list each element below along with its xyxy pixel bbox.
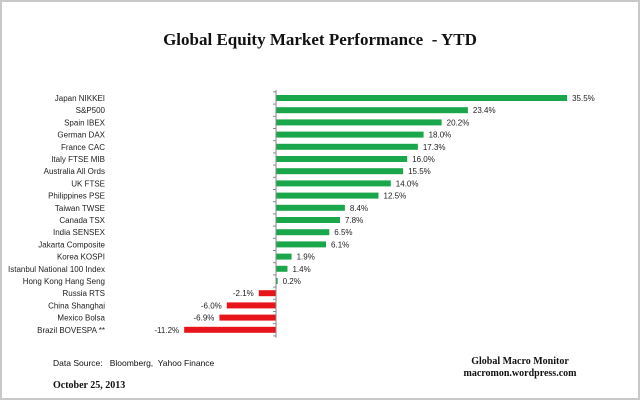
value-label: 20.2% bbox=[447, 118, 470, 127]
category-label: UK FTSE bbox=[71, 179, 105, 188]
bar bbox=[276, 131, 424, 138]
value-label: 17.3% bbox=[423, 143, 446, 152]
category-label: Korea KOSPI bbox=[57, 253, 105, 262]
category-label: Spain IBEX bbox=[64, 118, 106, 127]
value-label: -11.2% bbox=[154, 326, 179, 335]
category-label: India SENSEX bbox=[53, 228, 106, 237]
category-label: Italy FTSE MIB bbox=[51, 155, 105, 164]
value-label: 0.2% bbox=[283, 277, 301, 286]
category-label: Russia RTS bbox=[62, 289, 105, 298]
value-label: 8.4% bbox=[350, 204, 368, 213]
bar bbox=[276, 180, 391, 187]
value-label: 7.8% bbox=[345, 216, 363, 225]
bar bbox=[276, 143, 418, 150]
category-label: Canada TSX bbox=[59, 216, 105, 225]
bar bbox=[276, 192, 379, 199]
bar bbox=[258, 290, 276, 297]
category-label: Istanbul National 100 Index bbox=[8, 265, 105, 274]
bar bbox=[276, 241, 327, 248]
bar bbox=[276, 253, 292, 260]
value-label: 6.1% bbox=[331, 240, 349, 249]
bar bbox=[184, 326, 276, 333]
category-label: Philippines PSE bbox=[48, 192, 105, 201]
category-label: Australia All Ords bbox=[44, 167, 105, 176]
category-label: Brazil BOVESPA ** bbox=[37, 326, 105, 335]
value-label: 35.5% bbox=[572, 94, 595, 103]
category-label: China Shanghai bbox=[48, 301, 105, 310]
value-label: 15.5% bbox=[408, 167, 431, 176]
category-label: France CAC bbox=[61, 143, 105, 152]
bar bbox=[276, 168, 404, 175]
value-label: 6.5% bbox=[334, 228, 352, 237]
value-label: 12.5% bbox=[384, 192, 407, 201]
bar bbox=[276, 156, 408, 162]
value-label: 1.4% bbox=[292, 265, 310, 274]
value-label: -6.9% bbox=[194, 314, 215, 323]
bar bbox=[226, 302, 276, 309]
chart-date: October 25, 2013 bbox=[53, 380, 126, 391]
category-label: Mexico Bolsa bbox=[57, 314, 105, 323]
bar bbox=[219, 314, 276, 321]
brand-block: Global Macro Monitor macromon.wordpress.… bbox=[440, 356, 600, 380]
category-label: Japan NIKKEI bbox=[55, 94, 105, 103]
brand-name: Global Macro Monitor bbox=[471, 356, 569, 367]
category-label: S&P500 bbox=[76, 106, 106, 115]
value-label: 14.0% bbox=[396, 179, 419, 188]
bar bbox=[276, 107, 468, 114]
value-label: 18.0% bbox=[429, 131, 452, 140]
value-label: -6.0% bbox=[201, 301, 222, 310]
bar bbox=[276, 95, 568, 101]
bar bbox=[276, 204, 345, 211]
brand-url: macromon.wordpress.com bbox=[463, 368, 577, 379]
bar bbox=[276, 278, 278, 284]
category-label: Jakarta Composite bbox=[38, 240, 105, 249]
bar bbox=[276, 265, 288, 272]
category-label: German DAX bbox=[57, 131, 105, 140]
bar bbox=[276, 119, 442, 126]
bar bbox=[276, 217, 340, 223]
category-label: Taiwan TWSE bbox=[55, 204, 105, 213]
value-label: 1.9% bbox=[297, 253, 315, 262]
bar bbox=[276, 229, 330, 236]
value-label: -2.1% bbox=[233, 289, 254, 298]
category-label: Hong Kong Hang Seng bbox=[23, 277, 105, 286]
data-source: Data Source: Bloomberg, Yahoo Finance bbox=[53, 358, 215, 368]
value-label: 16.0% bbox=[412, 155, 435, 164]
value-label: 23.4% bbox=[473, 106, 496, 115]
chart-title: Global Equity Market Performance - YTD bbox=[163, 30, 477, 49]
